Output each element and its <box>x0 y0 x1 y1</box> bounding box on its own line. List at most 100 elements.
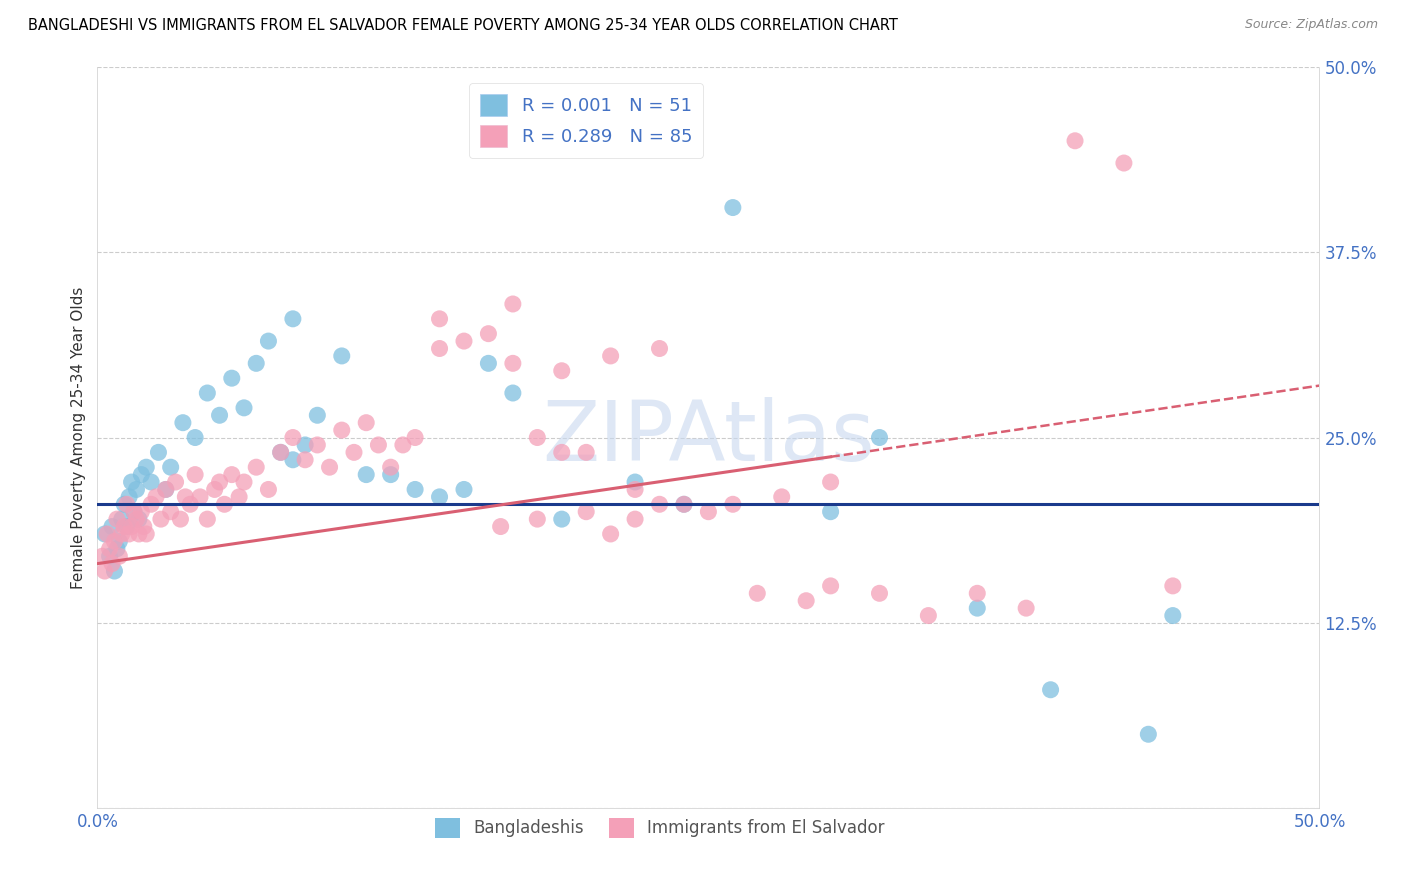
Point <box>770 490 793 504</box>
Point <box>93 527 115 541</box>
Point <box>477 356 499 370</box>
Point <box>155 483 177 497</box>
Point <box>354 467 377 482</box>
Point <box>165 475 187 489</box>
Point <box>429 490 451 504</box>
Point <box>184 467 207 482</box>
Point <box>820 579 842 593</box>
Point <box>111 527 134 541</box>
Point <box>429 342 451 356</box>
Point <box>307 438 329 452</box>
Y-axis label: Female Poverty Among 25-34 Year Olds: Female Poverty Among 25-34 Year Olds <box>72 286 86 589</box>
Point <box>869 586 891 600</box>
Point <box>257 483 280 497</box>
Point <box>105 541 128 556</box>
Point <box>721 497 744 511</box>
Point <box>380 467 402 482</box>
Point <box>245 460 267 475</box>
Point <box>599 527 621 541</box>
Point <box>526 512 548 526</box>
Point <box>128 527 150 541</box>
Point <box>131 467 153 482</box>
Point <box>125 512 148 526</box>
Point <box>96 527 118 541</box>
Point <box>221 371 243 385</box>
Point <box>105 512 128 526</box>
Point <box>91 549 114 564</box>
Point <box>343 445 366 459</box>
Point <box>1039 682 1062 697</box>
Point <box>108 534 131 549</box>
Point <box>294 452 316 467</box>
Point <box>108 549 131 564</box>
Point <box>551 512 574 526</box>
Point <box>489 519 512 533</box>
Point <box>1161 579 1184 593</box>
Point <box>1137 727 1160 741</box>
Point <box>966 601 988 615</box>
Point <box>122 505 145 519</box>
Point <box>429 311 451 326</box>
Point <box>1161 608 1184 623</box>
Point <box>721 201 744 215</box>
Point <box>131 505 153 519</box>
Point <box>101 519 124 533</box>
Point <box>195 512 218 526</box>
Point <box>367 438 389 452</box>
Point <box>477 326 499 341</box>
Point <box>820 505 842 519</box>
Point <box>526 430 548 444</box>
Point <box>820 475 842 489</box>
Point <box>111 512 134 526</box>
Point <box>502 356 524 370</box>
Point <box>1064 134 1087 148</box>
Point <box>139 497 162 511</box>
Point <box>195 386 218 401</box>
Point <box>121 475 143 489</box>
Point <box>869 430 891 444</box>
Point <box>453 483 475 497</box>
Point <box>179 497 201 511</box>
Point <box>149 512 172 526</box>
Point <box>155 483 177 497</box>
Point <box>794 593 817 607</box>
Point <box>551 364 574 378</box>
Point <box>281 311 304 326</box>
Point <box>128 512 150 526</box>
Point <box>318 460 340 475</box>
Point <box>204 483 226 497</box>
Point <box>103 534 125 549</box>
Point <box>575 445 598 459</box>
Point <box>502 297 524 311</box>
Point <box>330 423 353 437</box>
Point <box>281 430 304 444</box>
Point <box>1112 156 1135 170</box>
Point <box>169 512 191 526</box>
Point <box>281 452 304 467</box>
Point <box>245 356 267 370</box>
Point <box>354 416 377 430</box>
Point <box>135 527 157 541</box>
Point <box>270 445 292 459</box>
Text: Source: ZipAtlas.com: Source: ZipAtlas.com <box>1244 18 1378 31</box>
Point <box>174 490 197 504</box>
Point <box>121 519 143 533</box>
Point <box>404 430 426 444</box>
Point <box>139 475 162 489</box>
Point <box>648 342 671 356</box>
Point <box>118 490 141 504</box>
Point <box>404 483 426 497</box>
Point <box>228 490 250 504</box>
Point <box>1015 601 1038 615</box>
Point <box>966 586 988 600</box>
Point <box>307 409 329 423</box>
Point <box>125 483 148 497</box>
Point <box>208 475 231 489</box>
Point <box>172 416 194 430</box>
Point <box>159 505 181 519</box>
Point <box>132 519 155 533</box>
Point <box>159 460 181 475</box>
Point <box>917 608 939 623</box>
Point <box>115 497 138 511</box>
Point <box>214 497 236 511</box>
